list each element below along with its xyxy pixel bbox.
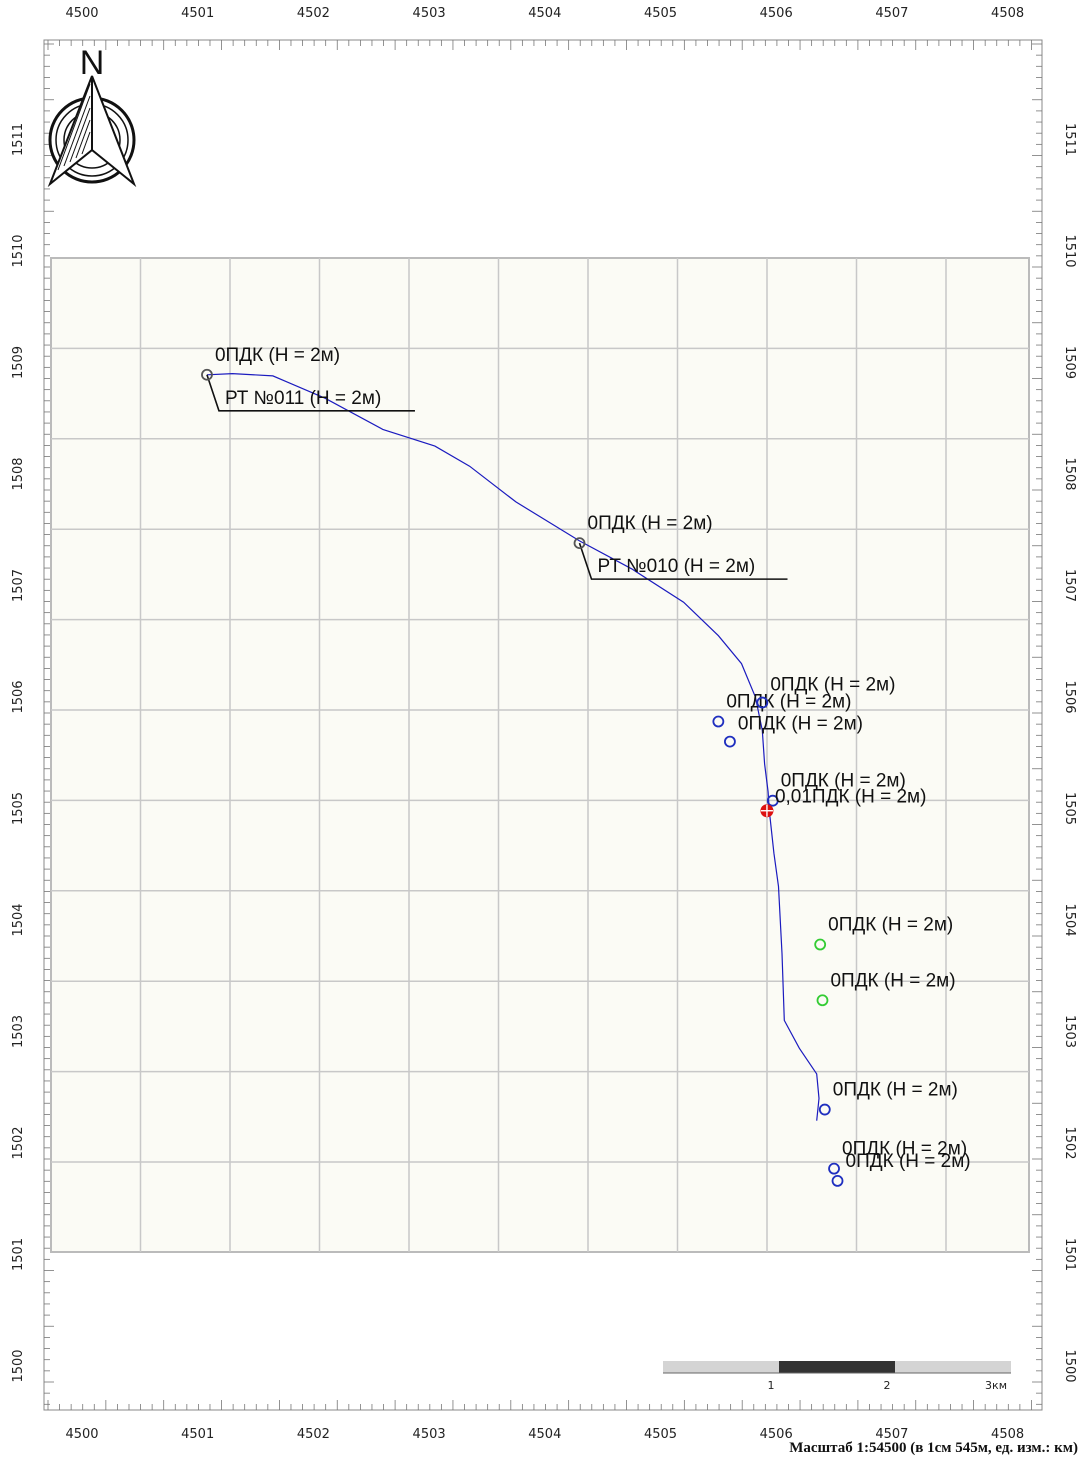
measurement-point-label: 0ПДК (H = 2м): [738, 714, 863, 735]
route-line: [206, 372, 820, 1121]
measurement-point-marker: [724, 735, 736, 748]
x-tick-label: 4506: [760, 1427, 793, 1442]
callout-leader: [206, 374, 415, 412]
y-tick-label: 1508: [11, 457, 26, 490]
y-tick-label: 1510: [11, 234, 26, 267]
x-axis-labels-top: 4500 4501 4502 4503 4504 4505 4506 4507 4508: [65, 6, 1024, 21]
y-tick-label: 1501: [11, 1238, 26, 1271]
ruler-ticks: [44, 40, 1042, 1410]
measurement-point-label: 0ПДК (H = 2м): [588, 513, 713, 534]
measurement-point-marker: [818, 1103, 831, 1116]
x-tick-label: 4504: [528, 1427, 561, 1442]
measurement-point-marker: [816, 994, 829, 1007]
measurement-point-label: 0ПДК (H = 2м): [833, 1080, 958, 1101]
measurement-point-label: 0ПДК (H = 2м): [842, 1139, 967, 1160]
x-tick-label: 4502: [297, 1427, 330, 1442]
y-tick-label: 1508: [1062, 457, 1077, 490]
scale-caption: Масштаб 1:54500 (в 1см 545м, ед. изм.: к…: [789, 1440, 1078, 1456]
scale-label-1: 1: [768, 1379, 775, 1392]
callouts: РТ №011 (H = 2м) РТ №010 (H = 2м): [206, 374, 788, 580]
scale-label-2: 2: [884, 1379, 891, 1392]
y-tick-label: 1510: [1062, 234, 1077, 267]
y-tick-label: 1509: [11, 346, 26, 379]
x-tick-label: 4504: [528, 6, 561, 21]
measurement-point-label: 0ПДК (H = 2м): [770, 675, 895, 696]
x-tick-label: 4503: [413, 6, 446, 21]
measurement-point-marker: [573, 537, 586, 550]
scale-label-3: 3км: [985, 1379, 1007, 1392]
y-tick-label: 1511: [1062, 123, 1077, 156]
y-tick-label: 1504: [1062, 903, 1077, 936]
callout-label: РТ №011 (H = 2м): [225, 388, 381, 409]
y-tick-label: 1502: [1062, 1126, 1077, 1159]
x-tick-label: 4507: [875, 6, 908, 21]
callout-label: РТ №010 (H = 2м): [598, 556, 756, 577]
measurement-point-marker: [828, 1162, 840, 1175]
x-tick-label: 4508: [991, 6, 1024, 21]
y-tick-label: 1507: [1062, 569, 1077, 602]
x-tick-label: 4500: [65, 6, 98, 21]
y-tick-label: 1500: [11, 1349, 26, 1382]
y-tick-label: 1505: [1062, 792, 1077, 825]
measurement-point-marker: [831, 1175, 844, 1187]
coordinate-grid: [51, 258, 1029, 1252]
measurement-point-marker: [201, 368, 213, 381]
measurement-point-label: 0ПДК (H = 2м): [830, 970, 955, 991]
map-panel: [50, 257, 1030, 1253]
x-tick-label: 4505: [644, 1427, 677, 1442]
measurement-point-label: 0ПДК (H = 2м): [215, 345, 340, 366]
measurement-point-label: 0ПДК (H = 2м): [846, 1151, 971, 1172]
y-tick-label: 1506: [1062, 680, 1077, 713]
scale-bar: 1 2 3км: [663, 1361, 1011, 1392]
y-tick-label: 1506: [11, 680, 26, 713]
measurement-points: 0ПДК (H = 2м)0ПДК (H = 2м)0ПДК (H = 2м)0…: [201, 345, 971, 1187]
x-tick-label: 4501: [181, 1427, 214, 1442]
y-tick-label: 1501: [1062, 1238, 1077, 1271]
north-arrow-icon: N: [47, 44, 137, 188]
y-tick-label: 1511: [11, 123, 26, 156]
measurement-point-label: 0ПДК (H = 2м): [726, 692, 851, 713]
y-tick-label: 1502: [11, 1126, 26, 1159]
y-tick-label: 1503: [11, 1015, 26, 1048]
y-tick-label: 1500: [1062, 1349, 1077, 1382]
x-tick-label: 4507: [875, 1427, 908, 1442]
source-marker-label: 0,01ПДК (H = 2м): [775, 787, 927, 808]
y-axis-labels-left: 1500 1501 1502 1503 1504 1505 1506 1507 1508 1509…: [11, 123, 26, 1383]
measurement-point-marker: [756, 696, 769, 709]
x-tick-label: 4508: [991, 1427, 1024, 1442]
y-tick-label: 1504: [11, 903, 26, 936]
x-tick-label: 4502: [297, 6, 330, 21]
x-axis-labels-bottom: 4500 4501 4502 4503 4504 4505 4506 4507 4508: [65, 1427, 1024, 1442]
measurement-point-label: 0ПДК (H = 2м): [828, 915, 953, 936]
measurement-point-marker: [814, 938, 827, 951]
measurement-point-marker: [766, 794, 779, 807]
callout-leader: [578, 542, 788, 580]
y-tick-label: 1503: [1062, 1015, 1077, 1048]
y-tick-label: 1505: [11, 792, 26, 825]
x-tick-label: 4506: [760, 6, 793, 21]
measurement-point-marker: [712, 715, 725, 728]
north-label: N: [80, 44, 105, 82]
y-tick-label: 1509: [1062, 346, 1077, 379]
y-axis-labels-right: 1500 1501 1502 1503 1504 1505 1506 1507 1508 1509…: [1062, 123, 1077, 1383]
x-tick-label: 4500: [65, 1427, 98, 1442]
x-tick-label: 4505: [644, 6, 677, 21]
measurement-point-label: 0ПДК (H = 2м): [781, 771, 906, 792]
y-tick-label: 1507: [11, 569, 26, 602]
source-marker: 0,01ПДК (H = 2м): [760, 787, 927, 818]
x-tick-label: 4501: [181, 6, 214, 21]
x-tick-label: 4503: [413, 1427, 446, 1442]
